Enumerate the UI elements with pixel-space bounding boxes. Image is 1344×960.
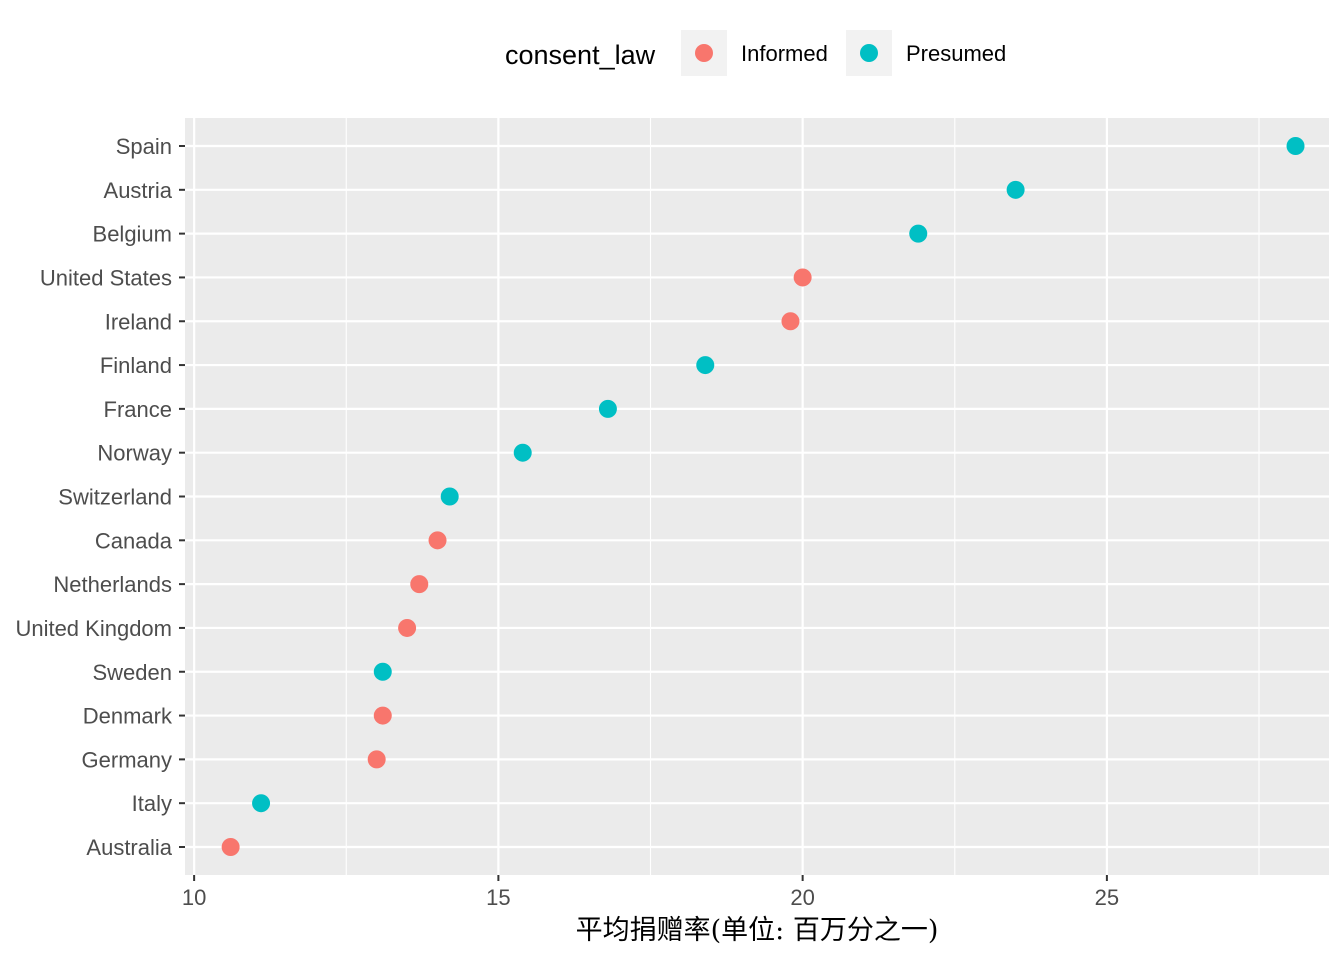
point-spain xyxy=(1286,137,1305,155)
y-axis: Spain Austria Belgium United States Ireland F… xyxy=(15,134,185,860)
point-finland xyxy=(696,356,715,375)
point-austria xyxy=(1006,180,1025,199)
x-tick-label: 20 xyxy=(790,885,814,910)
point-ireland xyxy=(781,312,800,331)
y-tick-label-finland: Finland xyxy=(100,353,172,378)
y-tick-label-canada: Canada xyxy=(95,528,173,553)
point-germany xyxy=(367,750,386,769)
point-united-states xyxy=(793,268,812,287)
point-france xyxy=(598,399,617,418)
legend-label-informed: Informed xyxy=(741,41,828,66)
legend-marker-presumed xyxy=(860,44,878,62)
y-tick-label-belgium: Belgium xyxy=(93,222,172,247)
point-united-kingdom xyxy=(398,618,417,637)
legend: consent_law Informed Presumed xyxy=(505,30,1006,76)
y-tick-label-ireland: Ireland xyxy=(105,309,172,334)
point-switzerland xyxy=(440,487,459,506)
point-canada xyxy=(428,531,447,550)
point-netherlands xyxy=(410,575,429,594)
y-tick-label-italy: Italy xyxy=(132,791,172,816)
point-italy xyxy=(252,794,271,813)
y-tick-label-united-kingdom: United Kingdom xyxy=(15,616,172,641)
legend-marker-informed xyxy=(695,44,713,62)
x-tick-label: 25 xyxy=(1095,885,1119,910)
point-norway xyxy=(513,443,532,462)
y-tick-label-spain: Spain xyxy=(116,134,172,159)
point-denmark xyxy=(373,706,392,725)
point-sweden xyxy=(373,662,392,681)
x-tick-label: 10 xyxy=(182,885,206,910)
y-tick-label-france: France xyxy=(104,397,172,422)
x-axis-title: 平均捐赠率(单位: 百万分之一) xyxy=(576,915,939,946)
x-tick-label: 15 xyxy=(486,885,510,910)
y-tick-label-australia: Australia xyxy=(86,835,172,860)
point-australia xyxy=(221,838,240,856)
y-tick-label-switzerland: Switzerland xyxy=(58,485,172,510)
point-belgium xyxy=(909,224,928,243)
y-tick-label-austria: Austria xyxy=(104,178,173,203)
x-axis: 10 15 20 25 xyxy=(182,875,1119,910)
y-tick-label-sweden: Sweden xyxy=(92,660,172,685)
y-tick-label-netherlands: Netherlands xyxy=(53,572,172,597)
y-tick-label-denmark: Denmark xyxy=(83,704,173,729)
data-points xyxy=(221,137,1305,856)
y-tick-label-united-states: United States xyxy=(40,265,172,290)
legend-label-presumed: Presumed xyxy=(906,41,1006,66)
y-tick-label-germany: Germany xyxy=(82,747,172,772)
y-tick-label-norway: Norway xyxy=(97,441,172,466)
legend-title: consent_law xyxy=(505,40,656,70)
